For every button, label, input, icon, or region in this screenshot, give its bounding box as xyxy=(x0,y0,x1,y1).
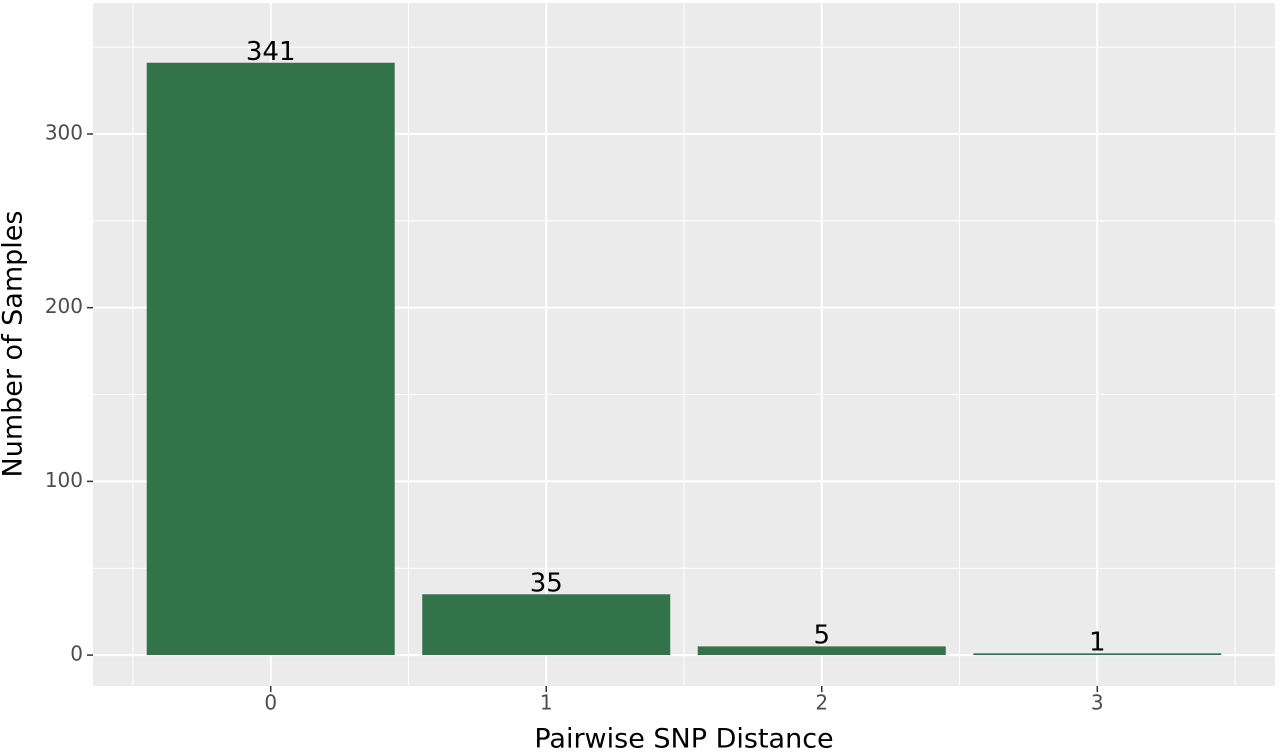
x-tick-label: 0 xyxy=(264,691,277,715)
y-axis-title: Number of Samples xyxy=(0,211,29,478)
x-tick-label: 2 xyxy=(815,691,828,715)
y-tick-label: 0 xyxy=(70,642,83,666)
bar xyxy=(422,594,671,656)
value-label: 341 xyxy=(246,37,296,67)
y-tick-label: 200 xyxy=(45,294,83,318)
bar xyxy=(973,653,1222,656)
x-tick-label: 3 xyxy=(1091,691,1104,715)
y-tick-label: 300 xyxy=(45,120,83,144)
x-axis-title: Pairwise SNP Distance xyxy=(534,724,833,755)
value-label: 5 xyxy=(813,620,830,650)
bar xyxy=(697,646,946,656)
value-label: 1 xyxy=(1089,627,1106,657)
y-tick-label: 100 xyxy=(45,468,83,492)
value-label: 35 xyxy=(530,568,563,598)
x-tick-label: 1 xyxy=(540,691,553,715)
bar xyxy=(146,62,395,656)
